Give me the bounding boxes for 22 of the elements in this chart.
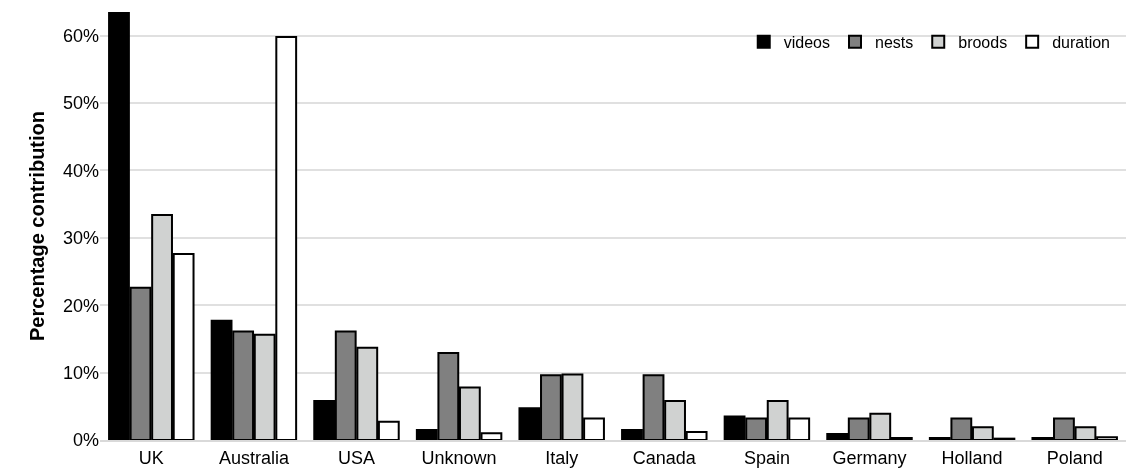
x-tick-label: Germany [832, 447, 907, 468]
x-tick-label: Australia [218, 447, 290, 468]
y-tick-label: 20% [62, 295, 99, 316]
y-tick-label: 30% [62, 228, 99, 249]
x-tick-label: Holland [941, 447, 1003, 468]
x-tick-label: Italy [545, 447, 579, 468]
y-tick-label: 50% [62, 93, 99, 114]
y-axis-title: Percentage contribution [26, 110, 49, 342]
y-tick-label: 60% [62, 25, 99, 46]
legend-label: duration [1052, 33, 1110, 51]
y-tick-label: 0% [72, 430, 99, 451]
x-tick-label: USA [337, 447, 376, 468]
x-tick-label: Poland [1046, 447, 1103, 468]
x-tick-label: Canada [632, 447, 697, 468]
legend-label: videos [783, 33, 830, 51]
y-tick-label: 10% [62, 362, 99, 383]
y-tick-label: 40% [62, 160, 99, 181]
x-tick-label: UK [138, 447, 164, 468]
legend-label: nests [874, 33, 914, 51]
x-tick-label: Spain [743, 447, 790, 468]
x-tick-label: Unknown [421, 447, 497, 468]
legend-label: broods [958, 33, 1008, 51]
